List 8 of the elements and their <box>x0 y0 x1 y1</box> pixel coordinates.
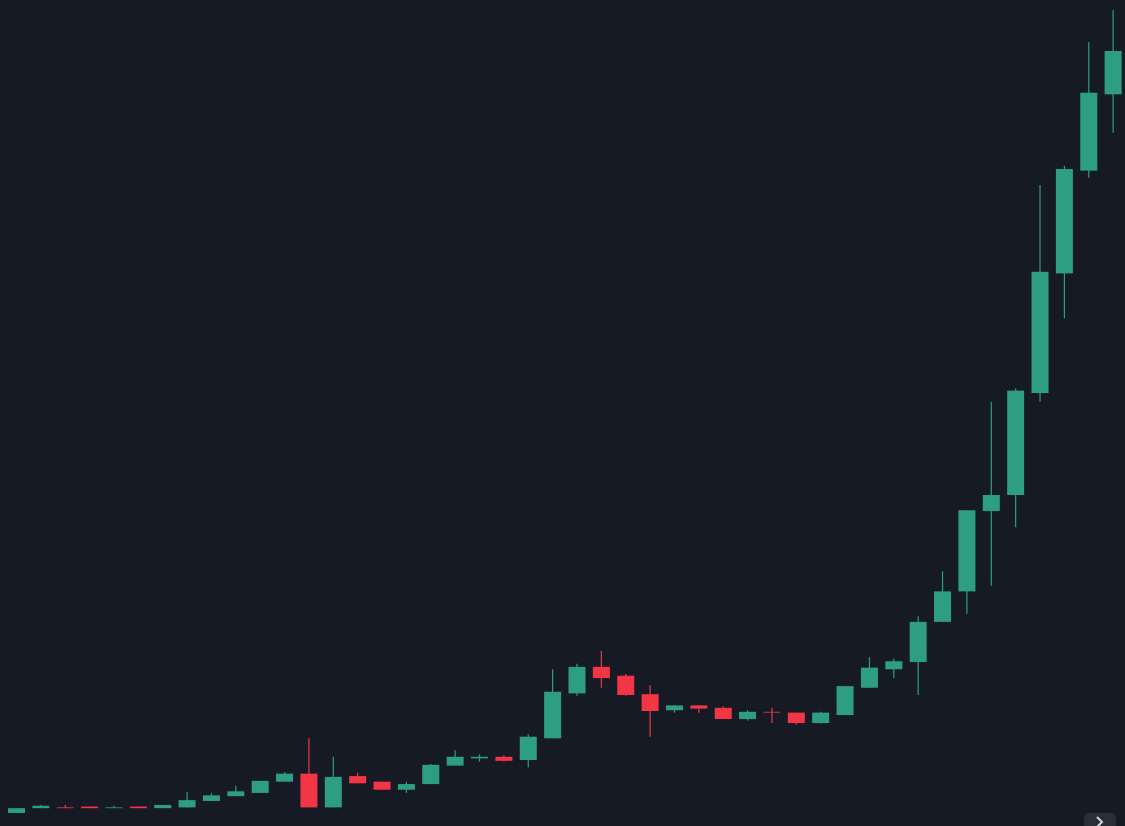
candlestick <box>519 733 537 768</box>
candlestick <box>641 684 659 738</box>
candlestick <box>763 707 781 724</box>
candlestick <box>885 658 903 679</box>
candlestick <box>592 650 610 689</box>
candlestick <box>617 673 635 697</box>
candlestick <box>860 656 878 689</box>
candlestick <box>982 401 1000 587</box>
